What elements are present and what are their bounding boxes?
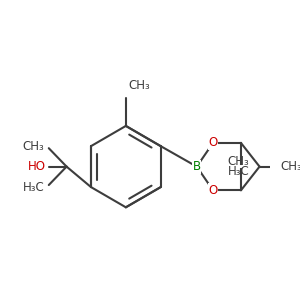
Text: O: O [208,136,218,149]
Text: CH₃: CH₃ [280,160,300,173]
Text: CH₃: CH₃ [128,79,150,92]
Text: H₃C: H₃C [228,165,250,178]
Text: CH₃: CH₃ [228,155,250,168]
Text: O: O [208,184,218,197]
Text: HO: HO [28,160,46,173]
Text: B: B [193,160,201,173]
Text: CH₃: CH₃ [23,140,44,153]
Text: H₃C: H₃C [23,181,44,194]
